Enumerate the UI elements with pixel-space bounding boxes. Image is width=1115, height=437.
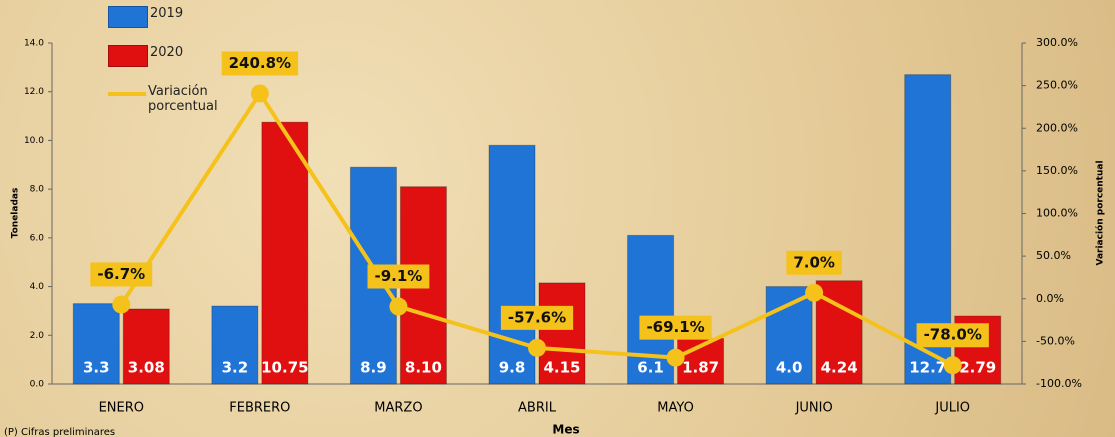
line-value-label: -9.1% (367, 264, 430, 289)
x-tick-label: MAYO (657, 401, 694, 416)
line-value-label: -6.7% (90, 262, 153, 287)
x-tick-label: ENERO (99, 401, 144, 416)
x-tick-label: FEBRERO (229, 401, 290, 416)
line-value-box (500, 305, 574, 330)
x-axis-title: Mes (552, 423, 579, 437)
y-tick-label: 0.0 (30, 380, 45, 390)
legend-swatch (108, 92, 146, 96)
line-value-label: -78.0% (916, 323, 989, 348)
x-tick-label: JUNIO (795, 401, 833, 416)
y2-axis-title: Variación porcentual (1095, 160, 1106, 265)
y2-tick-label: 300.0% (1036, 36, 1078, 49)
y2-tick-label: -50.0% (1036, 334, 1075, 347)
bar-value-label: 9.8 (499, 359, 526, 377)
bar-value-label: 4.15 (543, 359, 580, 377)
bar-value-label: 8.9 (360, 359, 387, 377)
legend-item: 2020 (108, 45, 220, 84)
line-point (528, 338, 546, 357)
bar (627, 234, 675, 385)
bar (122, 308, 170, 385)
line-value-label: 240.8% (221, 51, 299, 76)
line-value-box (786, 250, 842, 275)
line-value-text: 240.8% (229, 54, 291, 72)
line-value-box (90, 262, 153, 287)
line-value-box (367, 264, 430, 289)
y2-tick-label: 150.0% (1036, 164, 1078, 177)
legend-swatch (108, 45, 148, 67)
line-value-text: -69.1% (646, 318, 704, 336)
legend-swatch (108, 6, 148, 28)
line-point (666, 348, 685, 367)
bar (72, 303, 120, 385)
bar-value-label: 2.79 (959, 359, 996, 377)
bar-value-label: 8.10 (405, 359, 442, 377)
line-value-text: -78.0% (924, 326, 982, 344)
bar-value-label: 1.87 (682, 359, 719, 377)
y-tick-label: 4.0 (30, 282, 45, 292)
line-value-label: -69.1% (639, 315, 712, 340)
line-value-text: -6.7% (97, 265, 145, 283)
line-value-label: 7.0% (786, 250, 842, 275)
y2-tick-label: -100.0% (1036, 377, 1082, 390)
y-tick-label: 8.0 (30, 185, 45, 195)
y2-tick-label: 100.0% (1036, 207, 1078, 220)
line-point (112, 295, 131, 314)
y2-tick-label: 0.0% (1036, 292, 1064, 305)
note: (P) Cifras preliminares (4, 427, 115, 437)
bar-value-label: 3.3 (83, 359, 110, 377)
y2-tick-label: 200.0% (1036, 121, 1078, 134)
line-point (389, 297, 408, 316)
legend-label: 2019 (150, 6, 184, 21)
bar-value-label: 10.75 (261, 359, 308, 377)
line-value-text: 7.0% (793, 253, 835, 271)
x-tick-label: JULIO (934, 401, 970, 416)
line-point (943, 356, 962, 375)
y-tick-label: 10.0 (24, 136, 44, 146)
y2-tick-label: 50.0% (1036, 249, 1071, 262)
legend-label: 2020 (150, 45, 184, 60)
bar-value-label: 4.24 (821, 359, 858, 377)
y-axis-title: Toneladas (11, 188, 21, 239)
legend-label: Variación porcentual (148, 84, 218, 114)
line-value-box (916, 323, 989, 348)
y-tick-label: 2.0 (30, 331, 45, 341)
x-tick-label: ABRIL (518, 401, 557, 416)
bar-value-label: 12.7 (909, 359, 946, 377)
bar-value-label: 6.1 (637, 359, 664, 377)
bar (211, 305, 259, 385)
bar (538, 282, 586, 385)
y2-tick-label: 250.0% (1036, 79, 1078, 92)
y-tick-label: 12.0 (24, 87, 44, 97)
bar-value-label: 3.08 (128, 359, 165, 377)
line-value-box (639, 315, 712, 340)
line-value-box (221, 51, 299, 76)
y-tick-label: 14.0 (24, 39, 44, 49)
bar-value-label: 4.0 (776, 359, 803, 377)
line-point (805, 283, 824, 302)
legend: 2019 2020 Variación porcentual (108, 6, 220, 123)
line-value-label: -57.6% (500, 305, 574, 330)
line-value-text: -57.6% (508, 308, 566, 326)
y-tick-label: 6.0 (30, 233, 45, 243)
line-value-text: -9.1% (375, 267, 423, 285)
bar-value-label: 3.2 (222, 359, 249, 377)
legend-item: Variación porcentual (108, 84, 220, 123)
line-point (250, 84, 269, 103)
x-tick-label: MARZO (374, 401, 422, 416)
bar (261, 121, 309, 385)
legend-item: 2019 (108, 6, 220, 45)
